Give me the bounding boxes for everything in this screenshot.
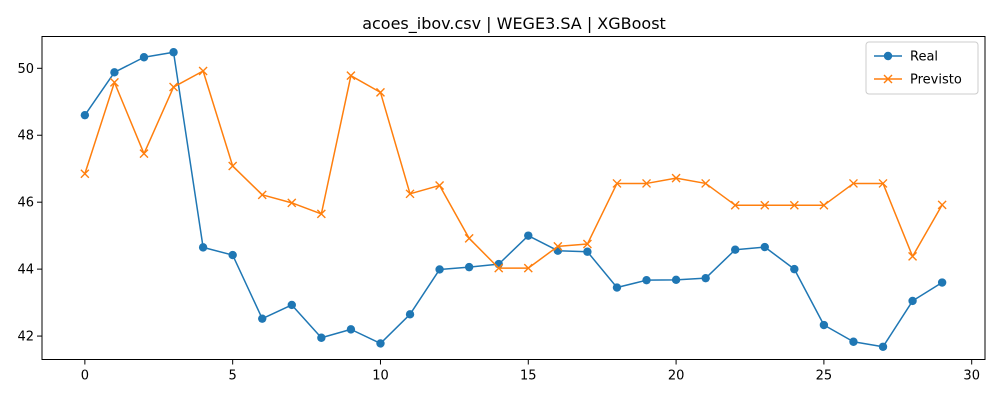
y-tick-label: 44 <box>17 263 34 278</box>
data-point <box>908 251 918 261</box>
data-point <box>731 245 740 254</box>
data-point <box>346 325 356 334</box>
data-point <box>316 209 326 219</box>
data-point <box>878 342 888 351</box>
data-point <box>169 82 179 92</box>
data-point <box>139 53 149 62</box>
y-axis: 42 44 46 48 50 <box>17 62 42 345</box>
data-point <box>464 262 474 272</box>
data-point <box>937 200 947 210</box>
series-previsto <box>80 66 947 273</box>
data-point <box>789 200 799 210</box>
data-point <box>317 333 326 342</box>
data-point <box>169 48 178 57</box>
data-point <box>494 263 504 273</box>
legend-entry-previsto: Previsto <box>874 73 962 88</box>
data-point <box>80 169 90 179</box>
x-tick-label: 30 <box>963 369 980 384</box>
legend-label: Previsto <box>910 73 962 88</box>
data-point <box>228 161 238 171</box>
x-tick-label: 20 <box>668 369 685 384</box>
legend-label: Real <box>910 50 938 65</box>
data-point <box>228 250 237 260</box>
data-point <box>612 283 622 292</box>
data-point <box>346 71 356 81</box>
data-point <box>848 178 858 188</box>
x-tick-label: 25 <box>816 369 833 384</box>
y-tick-label: 42 <box>17 330 34 345</box>
data-point <box>730 200 740 210</box>
legend-marker <box>883 51 893 61</box>
y-tick-label: 46 <box>17 196 34 211</box>
data-point <box>80 110 90 120</box>
data-point <box>583 247 592 256</box>
x-axis: 0 5 10 15 20 25 30 <box>81 359 980 384</box>
x-tick-label: 5 <box>229 369 237 384</box>
series-line <box>84 70 943 269</box>
data-point <box>819 200 829 210</box>
x-tick-label: 15 <box>520 369 537 384</box>
chart-title: acoes_ibov.csv | WEGE3.SA | XGBoost <box>362 14 666 34</box>
data-point <box>701 273 710 283</box>
data-point <box>671 173 681 183</box>
data-point <box>937 278 947 287</box>
legend-entry-real: Real <box>874 50 938 65</box>
x-tick-label: 0 <box>81 369 89 384</box>
data-point <box>524 231 533 240</box>
data-point <box>642 178 652 188</box>
y-tick-label: 48 <box>17 129 34 144</box>
legend-marker <box>883 74 893 84</box>
data-point <box>375 87 385 97</box>
data-point <box>582 239 592 249</box>
data-point <box>464 233 474 243</box>
data-point <box>671 275 681 285</box>
data-point <box>701 178 711 188</box>
data-point <box>878 178 888 188</box>
data-point <box>405 189 415 199</box>
series-layer <box>80 48 947 351</box>
data-point <box>553 241 563 251</box>
data-point <box>523 263 533 273</box>
y-tick-label: 50 <box>17 62 34 77</box>
data-point <box>376 339 385 348</box>
data-point <box>760 242 769 252</box>
series-line <box>84 51 943 348</box>
data-point <box>405 310 415 319</box>
data-point <box>908 296 917 306</box>
data-point <box>612 178 622 188</box>
data-point <box>287 300 296 310</box>
data-point <box>139 149 149 159</box>
data-point <box>819 320 829 330</box>
data-point <box>110 68 119 77</box>
data-point <box>258 314 267 323</box>
x-tick-label: 10 <box>372 369 389 384</box>
data-point <box>435 265 444 274</box>
data-point <box>435 180 445 190</box>
data-point <box>790 264 799 274</box>
data-point <box>849 337 858 346</box>
data-point <box>257 190 267 200</box>
legend: Real Previsto <box>865 41 979 95</box>
data-point <box>198 66 208 76</box>
data-point <box>642 275 651 285</box>
data-point <box>760 200 770 210</box>
legend-box <box>865 41 979 95</box>
data-point <box>287 198 297 208</box>
data-point <box>198 243 208 252</box>
data-point <box>109 77 119 87</box>
plot-area <box>41 36 986 360</box>
